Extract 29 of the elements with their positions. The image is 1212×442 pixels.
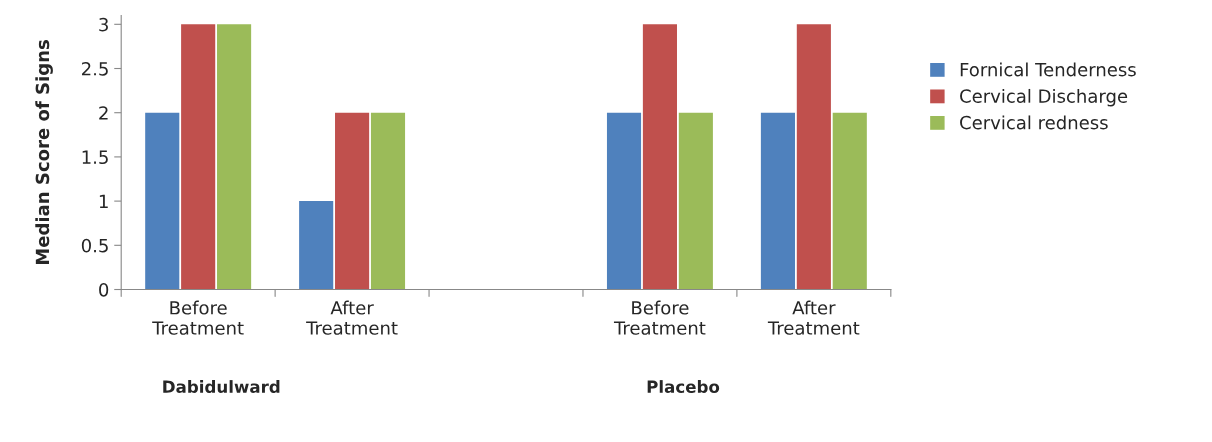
y-axis-title: Median Score of Signs <box>35 40 53 265</box>
legend-label: Cervical redness <box>960 115 1108 130</box>
y-tick-label: 1.5 <box>82 150 108 165</box>
legend-label: Cervical Discharge <box>960 88 1128 107</box>
bar <box>678 112 713 290</box>
y-tick-label: 2.5 <box>82 61 108 76</box>
bar <box>299 201 334 290</box>
x-tick-label: After Treatment <box>767 300 860 335</box>
bar <box>606 112 642 290</box>
y-tick-label: 1 <box>99 194 108 208</box>
bar <box>181 24 216 290</box>
bar <box>796 24 831 290</box>
bar <box>370 112 406 290</box>
bar <box>832 112 867 290</box>
y-tick-label: 0.5 <box>81 238 108 253</box>
y-tick-label: 0 <box>99 282 109 297</box>
bar <box>217 24 252 290</box>
bar <box>642 24 677 290</box>
legend-label: Fornical Tenderness <box>960 62 1136 77</box>
x-tick-label: Before Treatment <box>613 300 706 335</box>
bar <box>760 112 795 290</box>
bar <box>335 112 370 290</box>
text: Dabidulward <box>163 380 280 393</box>
y-tick-label: 3 <box>99 17 108 32</box>
y-tick-label: 2 <box>99 106 108 120</box>
x-tick-label: After Treatment <box>306 300 398 335</box>
bar <box>145 112 180 290</box>
x-tick-label: Before Treatment <box>152 300 244 335</box>
text: Placebo <box>647 380 720 393</box>
